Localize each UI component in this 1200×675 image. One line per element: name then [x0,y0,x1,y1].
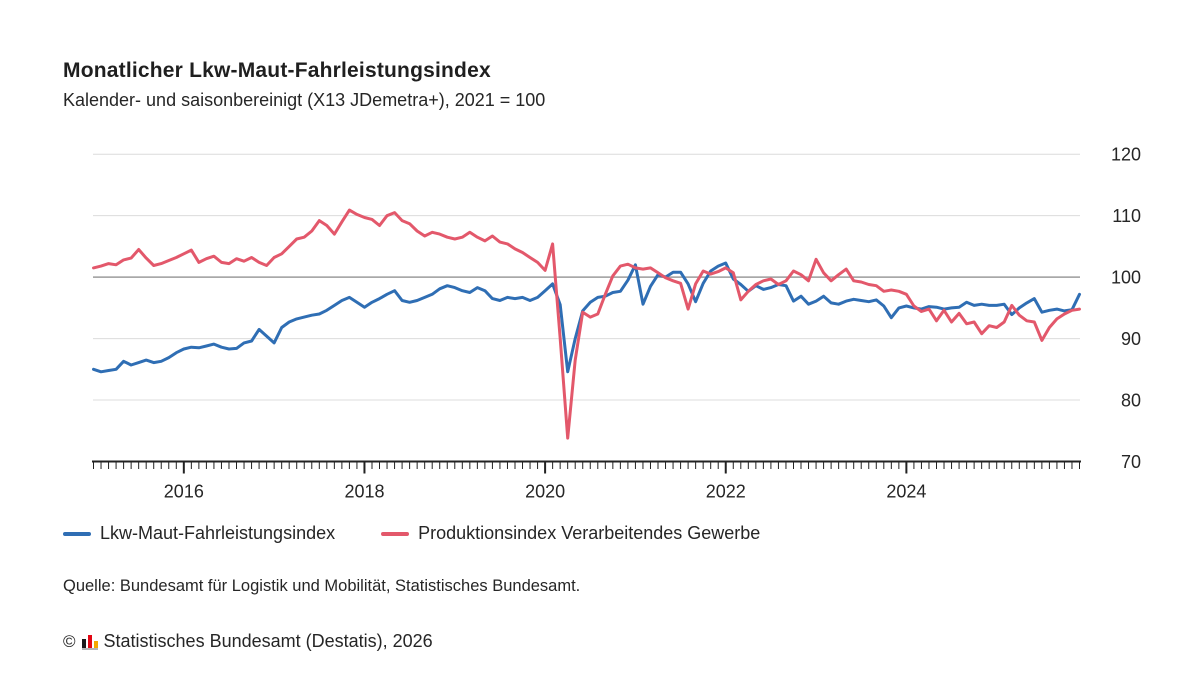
svg-text:2024: 2024 [886,482,926,502]
svg-text:2016: 2016 [164,482,204,502]
copyright-symbol: © [63,631,76,651]
svg-text:120: 120 [1111,145,1141,165]
chart-legend: Lkw-Maut-Fahrleistungsindex Produktionsi… [63,523,760,544]
source-note: Quelle: Bundesamt für Logistik und Mobil… [63,577,581,595]
chart-title: Monatlicher Lkw-Maut-Fahrleistungsindex [63,59,491,82]
svg-text:2018: 2018 [344,482,384,502]
svg-text:2020: 2020 [525,482,565,502]
svg-text:110: 110 [1112,206,1141,226]
svg-text:2022: 2022 [706,482,746,502]
svg-text:80: 80 [1121,391,1141,411]
legend-swatch-red-line [381,531,410,536]
copyright-text: Statistisches Bundesamt (Destatis), 2026 [103,631,433,651]
destatis-bars-icon [81,633,98,650]
legend-swatch-blue-line [63,531,91,536]
copyright-footer: © Statistisches Bundesamt (Destatis), 20… [63,631,433,652]
svg-text:90: 90 [1121,329,1141,349]
legend-item-produktionsindex: Produktionsindex Verarbeitendes Gewerbe [381,523,760,544]
legend-label-lkw-maut: Lkw-Maut-Fahrleistungsindex [100,523,336,543]
legend-item-lkw-maut: Lkw-Maut-Fahrleistungsindex [63,523,335,544]
chart-subtitle: Kalender- und saisonbereinigt (X13 JDeme… [63,90,546,110]
svg-text:100: 100 [1111,268,1141,288]
svg-text:70: 70 [1121,452,1141,472]
legend-label-produktionsindex: Produktionsindex Verarbeitendes Gewerbe [418,523,761,543]
